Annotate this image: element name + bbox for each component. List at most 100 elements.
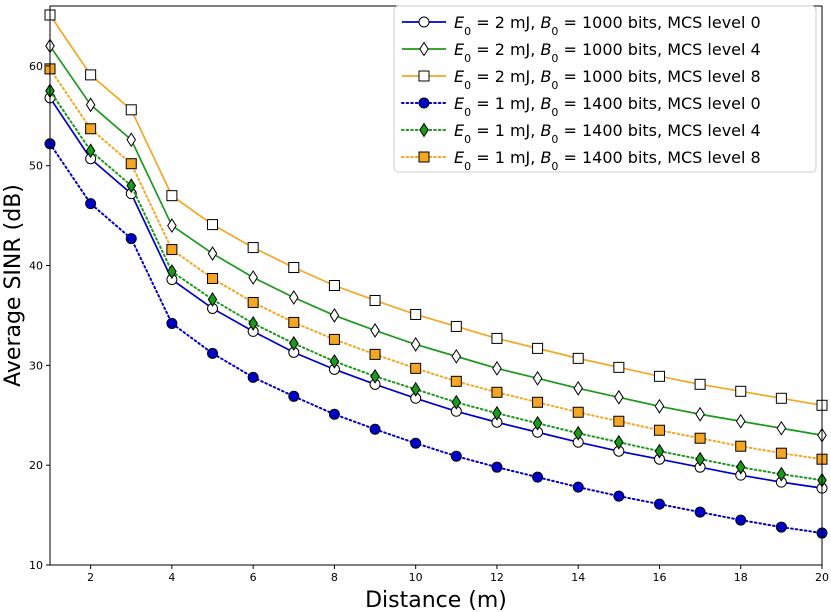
series-1-point-8 [370,322,380,338]
series-5-point-5 [247,296,259,308]
series-3-point-12 [532,471,544,483]
legend-entry-1: E0 = 2 mJ, B0 = 1000 bits, MCS level 4 [402,40,761,65]
legend-marker-2 [418,70,430,82]
series-3-point-16 [694,506,706,518]
series-1-point-1 [85,97,96,113]
series-1-point-3 [167,218,177,234]
legend-marker-4 [419,122,429,138]
series-2-point-8 [369,294,381,306]
series-1-point-2 [126,132,137,148]
legend-entry-0: E0 = 2 mJ, B0 = 1000 bits, MCS level 0 [402,13,761,38]
series-3-point-5 [247,371,259,383]
series-1 [45,38,827,443]
series-4-point-10 [451,394,462,410]
series-2-line [49,14,823,407]
x-tick-label-6: 14 [571,571,585,584]
series-2-point-12 [532,342,544,354]
series-5-point-4 [207,273,219,285]
series-4-point-11 [492,405,502,421]
series-4-point-15 [654,443,665,459]
series-5-point-10 [450,375,462,387]
y-tick-label-5: 60 [29,60,43,73]
series-5 [44,63,828,465]
y-tick-label-0: 10 [29,559,43,572]
x-tick-label-0: 2 [87,571,94,584]
legend-marker-1 [419,41,429,57]
series-4-point-9 [410,381,421,397]
series-4-point-3 [167,264,177,279]
axes-layer: 2 4 6 8 10 12 14 16 18 20 10 20 30 40 50 60 [29,5,829,584]
series-4-point-1 [85,143,96,159]
series-5-point-12 [532,396,544,408]
legend-marker-3 [418,97,430,109]
legend-marker-5 [418,151,430,163]
series-5-point-9 [410,362,422,374]
series-3-line [49,142,823,535]
series-3-point-9 [410,437,422,449]
series-3-point-1 [85,198,97,210]
series-5-line [49,67,823,461]
y-tick-label-3: 40 [29,260,43,273]
series-1-point-13 [573,380,584,396]
series-4-point-7 [329,353,340,369]
series-1-point-16 [695,406,705,422]
x-tick-label-5: 12 [490,571,504,584]
series-5-point-15 [653,424,665,436]
legend-entry-2: E0 = 2 mJ, B0 = 1000 bits, MCS level 8 [402,67,761,92]
series-4-point-6 [288,335,299,351]
series-2-point-9 [410,308,422,320]
series-1-point-17 [735,413,746,429]
series-1-line [49,45,823,437]
series-3-point-11 [491,461,503,473]
series-5-point-2 [125,158,137,170]
x-axis-label: Distance (m) [365,588,507,612]
series-3-point-7 [328,408,340,420]
series-2-point-5 [247,242,259,254]
series-2-point-10 [450,320,462,332]
x-tick-label-4: 10 [409,571,423,584]
series-2-point-7 [328,280,340,291]
series-1-point-14 [614,389,624,405]
series-5-point-17 [735,440,747,452]
series-2-point-18 [775,392,787,404]
series-4-point-16 [695,451,705,467]
series-1-point-12 [532,370,543,386]
x-tick-label-8: 18 [734,571,748,584]
series-4-point-13 [573,425,584,441]
series-2-point-2 [125,104,137,116]
x-tick-label-7: 16 [652,571,666,584]
series-4-point-17 [735,459,746,475]
series-3-point-3 [166,317,178,329]
series-layer [44,9,828,539]
series-2-point-16 [694,378,706,390]
series-4-point-2 [126,178,137,194]
series-5-point-1 [85,123,97,135]
series-3-point-14 [613,490,625,502]
series-4-point-8 [370,368,380,384]
series-5-point-6 [288,316,300,328]
series-3-point-4 [207,347,219,359]
series-1-point-9 [410,336,421,352]
series-3-point-10 [450,450,462,462]
series-5-point-7 [328,333,340,345]
y-tick-label-1: 20 [29,459,43,472]
legend-label-0: E0 = 2 mJ, B0 = 1000 bits, MCS level 0 [454,13,761,38]
legend-label-2: E0 = 2 mJ, B0 = 1000 bits, MCS level 8 [454,67,761,92]
series-4 [45,83,827,488]
series-5-point-18 [775,447,787,459]
series-5-point-3 [166,244,178,256]
series-5-point-14 [613,415,625,427]
series-4-point-4 [207,292,218,307]
legend-entry-5: E0 = 1 mJ, B0 = 1400 bits, MCS level 8 [401,148,761,173]
x-tick-label-1: 4 [168,571,175,584]
series-3-point-2 [125,233,137,245]
series-1-point-11 [492,360,502,376]
legend-label-1: E0 = 2 mJ, B0 = 1000 bits, MCS level 4 [454,40,761,65]
series-3-point-13 [572,481,584,493]
legend-entry-3: E0 = 1 mJ, B0 = 1400 bits, MCS level 0 [401,94,761,119]
x-tick-label-2: 6 [250,571,257,584]
series-1-point-5 [248,270,258,285]
series-5-point-8 [369,348,381,360]
series-1-point-10 [451,348,462,364]
legend-entry-4: E0 = 1 mJ, B0 = 1400 bits, MCS level 4 [401,121,761,146]
